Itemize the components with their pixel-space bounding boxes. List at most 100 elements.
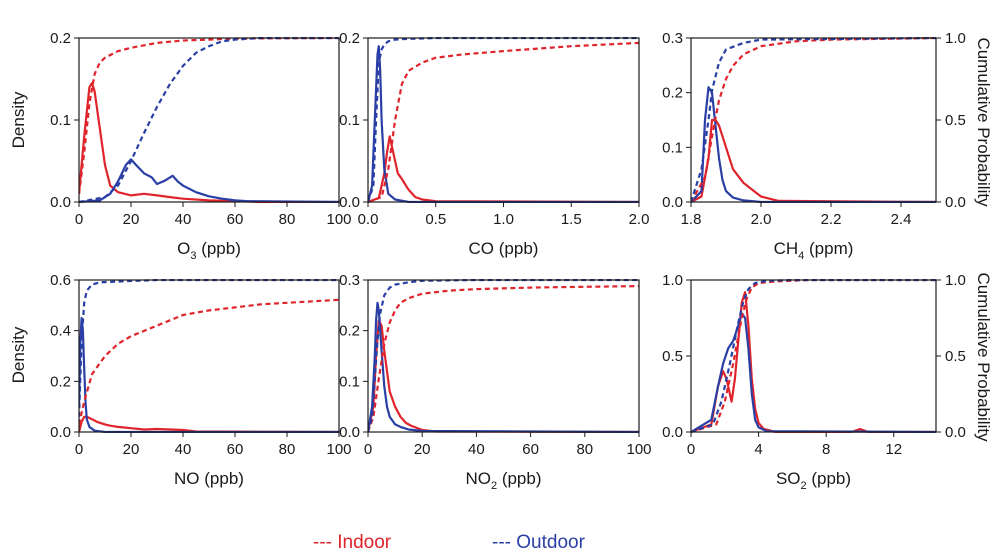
indoor-density-line — [691, 118, 936, 203]
density-axis-label-bottom: Density — [9, 326, 28, 383]
legend-outdoor: --- Outdoor — [492, 532, 585, 553]
indoor-density-line — [368, 319, 639, 433]
x-tick-label: 0 — [687, 441, 695, 458]
x-tick-label: 60 — [227, 211, 244, 228]
x-tick-label: 12 — [885, 441, 902, 458]
y-tick-label: 0.1 — [339, 112, 360, 129]
y-tick-label: 0.0 — [662, 194, 683, 211]
panel-3: 1.8 2.0 2.2 2.4 0.0 0.1 0.2 0.3 0.0 0.5 1.0 CH4 (pp… — [662, 30, 966, 262]
y-tick-label: 0.0 — [50, 194, 71, 211]
x-tick-label: 60 — [522, 441, 539, 458]
outdoor-density-line — [79, 158, 339, 203]
indoor-cumulative-line — [691, 37, 936, 203]
y-tick-label: 0.0 — [339, 424, 360, 441]
panel-1: 0 20 40 60 80 100 0.0 0.1 0.2 O3 (ppb) — [50, 30, 351, 262]
x-tick-label: 0 — [75, 211, 83, 228]
x-tick-label: 0.5 — [425, 211, 446, 228]
y2-tick-label: 0.5 — [945, 112, 966, 129]
outdoor-density-line — [79, 316, 339, 433]
y-tick-label: 0.3 — [339, 272, 360, 289]
y-tick-label: 0.2 — [50, 373, 71, 390]
x-tick-label: 8 — [822, 441, 830, 458]
x-axis-label: CH4 (ppm) — [774, 239, 854, 262]
outdoor-cumulative-line — [79, 279, 339, 417]
x-axis-label: SO2 (ppb) — [776, 469, 851, 492]
x-tick-label: 20 — [123, 211, 140, 228]
y2-tick-label: 0.5 — [945, 348, 966, 365]
indoor-density-line — [79, 415, 339, 433]
indoor-cumulative-line — [691, 279, 936, 433]
x-tick-label: 2.4 — [891, 211, 912, 228]
x-tick-label: 0 — [75, 441, 83, 458]
panel-5: 0 20 40 60 80 100 0.0 0.1 0.2 0.3 NO2 (ppb) — [339, 272, 651, 492]
x-tick-label: 80 — [576, 441, 593, 458]
plot-frame — [690, 37, 937, 203]
x-tick-label: 100 — [326, 211, 351, 228]
x-tick-label: 60 — [227, 441, 244, 458]
x-axis-label: NO (ppb) — [174, 469, 244, 488]
x-axis-label: NO2 (ppb) — [465, 469, 541, 492]
x-tick-label: 80 — [279, 441, 296, 458]
y2-tick-label: 1.0 — [945, 272, 966, 289]
outdoor-cumulative-line — [691, 279, 936, 433]
outdoor-cumulative-line — [368, 37, 639, 203]
y2-tick-label: 1.0 — [945, 30, 966, 47]
indoor-density-line — [368, 135, 639, 203]
outdoor-density-line — [691, 86, 936, 203]
indoor-density-line — [691, 291, 936, 433]
x-tick-label: 100 — [626, 441, 651, 458]
y-tick-label: 0.6 — [50, 272, 71, 289]
y-tick-label: 0.0 — [50, 424, 71, 441]
y-tick-label: 0.0 — [339, 194, 360, 211]
y2-tick-label: 0.0 — [945, 194, 966, 211]
x-tick-label: 2.0 — [751, 211, 772, 228]
plot-frame — [78, 279, 340, 433]
figure-canvas: Density Density Cumulative Probability C… — [9, 30, 993, 492]
y-tick-label: 0.5 — [662, 348, 683, 365]
plot-frame — [690, 279, 937, 433]
y-tick-label: 0.1 — [339, 373, 360, 390]
outdoor-density-line — [691, 312, 936, 433]
x-tick-label: 0 — [364, 441, 372, 458]
outdoor-cumulative-line — [691, 37, 936, 203]
x-tick-label: 1.0 — [493, 211, 514, 228]
plot-frame — [78, 37, 340, 203]
y-tick-label: 0.2 — [50, 30, 71, 47]
plot-frame — [367, 37, 640, 203]
x-axis-label: CO (ppb) — [469, 239, 539, 258]
x-tick-label: 20 — [414, 441, 431, 458]
indoor-cumulative-line — [79, 37, 339, 194]
x-tick-label: 20 — [123, 441, 140, 458]
legend: --- Indoor --- Outdoor — [0, 532, 995, 558]
density-axis-label-top: Density — [9, 91, 28, 148]
y2-tick-label: 0.0 — [945, 424, 966, 441]
x-tick-label: 40 — [175, 211, 192, 228]
x-tick-label: 1.8 — [681, 211, 702, 228]
outdoor-cumulative-line — [368, 279, 639, 433]
outdoor-density-line — [368, 45, 639, 203]
indoor-cumulative-line — [79, 298, 339, 425]
outdoor-density-line — [368, 301, 639, 433]
indoor-density-line — [79, 81, 339, 203]
x-tick-label: 2.0 — [629, 211, 650, 228]
indoor-cumulative-line — [368, 41, 639, 203]
cumulative-probability-axis-label-top: Cumulative Probability — [974, 37, 993, 207]
y-tick-label: 0.0 — [662, 424, 683, 441]
outdoor-cumulative-line — [79, 37, 339, 203]
panel-2: 0.0 0.5 1.0 1.5 2.0 0.0 0.1 0.2 CO (ppb) — [339, 30, 649, 258]
panel-4: 0 20 40 60 80 100 0.0 0.2 0.4 0.6 NO (ppb) — [50, 272, 351, 488]
y-tick-label: 1.0 — [662, 272, 683, 289]
x-tick-label: 2.2 — [821, 211, 842, 228]
y-tick-label: 0.2 — [662, 85, 683, 102]
x-axis-label: O3 (ppb) — [177, 239, 241, 262]
panel-6: 0 4 8 12 0.0 0.5 1.0 0.0 0.5 1.0 SO2 (ppb) — [662, 272, 966, 492]
y-tick-label: 0.2 — [339, 323, 360, 340]
x-tick-label: 40 — [468, 441, 485, 458]
plot-frame — [367, 279, 640, 433]
y-tick-label: 0.2 — [339, 30, 360, 47]
y-tick-label: 0.4 — [50, 323, 71, 340]
y-tick-label: 0.3 — [662, 30, 683, 47]
y-tick-label: 0.1 — [662, 139, 683, 156]
cumulative-probability-axis-label-bottom: Cumulative Probability — [974, 272, 993, 442]
indoor-cumulative-line — [368, 285, 639, 433]
